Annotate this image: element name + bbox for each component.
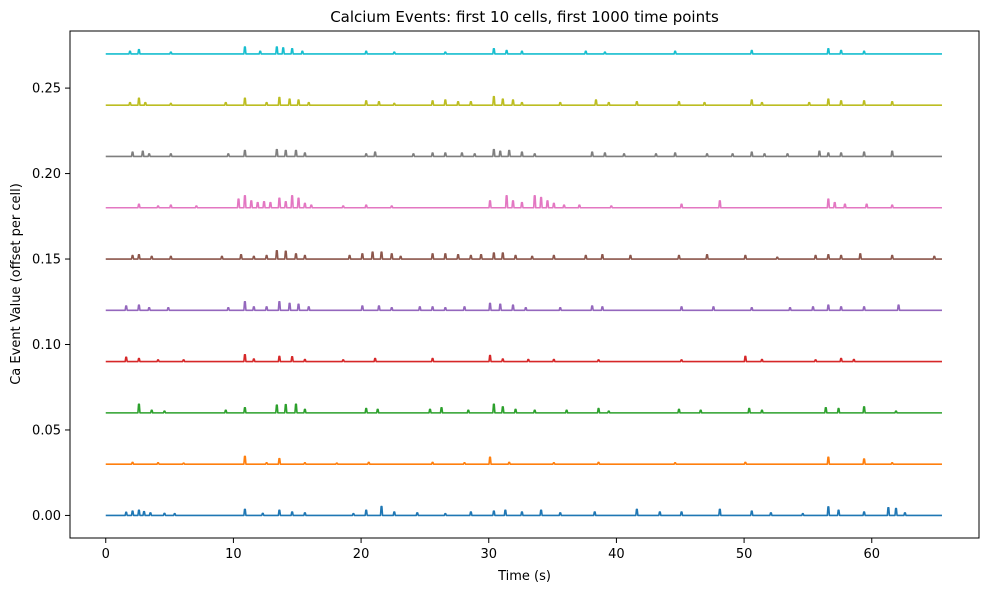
plot-frame (69, 30, 980, 539)
series-line-9 (105, 95, 942, 106)
y-tick-label: 0.20 (32, 167, 61, 182)
y-axis-ticks: 0.00 0.05 0.10 0.15 0.20 0.25 (32, 82, 70, 524)
y-tick-label: 0.25 (32, 82, 61, 97)
chart-title: Calcium Events: first 10 cells, first 10… (330, 8, 719, 26)
x-tick-label: 60 (863, 547, 880, 562)
x-axis-ticks: 0 10 20 30 40 50 60 (102, 538, 880, 562)
y-tick-label: 0.05 (32, 423, 61, 438)
series-line-4 (105, 353, 942, 363)
y-axis-label: Ca Event Value (offset per cell) (9, 183, 24, 385)
x-tick-label: 20 (353, 547, 370, 562)
x-tick-label: 40 (608, 547, 625, 562)
series-line-6 (105, 250, 942, 260)
y-tick-label: 0.10 (32, 338, 61, 353)
x-tick-label: 0 (102, 547, 110, 562)
series-line-2 (105, 455, 942, 465)
series-lines (105, 46, 942, 517)
x-tick-label: 50 (736, 547, 753, 562)
x-tick-label: 10 (225, 547, 242, 562)
x-axis-label: Time (s) (497, 569, 551, 584)
series-line-5 (105, 300, 942, 312)
series-line-8 (105, 148, 942, 158)
y-tick-label: 0.15 (32, 253, 61, 268)
x-tick-label: 30 (480, 547, 497, 562)
series-line-3 (105, 403, 942, 414)
y-tick-label: 0.00 (32, 509, 61, 524)
series-line-1 (105, 505, 942, 517)
series-line-7 (105, 194, 942, 209)
series-line-10 (105, 46, 942, 55)
